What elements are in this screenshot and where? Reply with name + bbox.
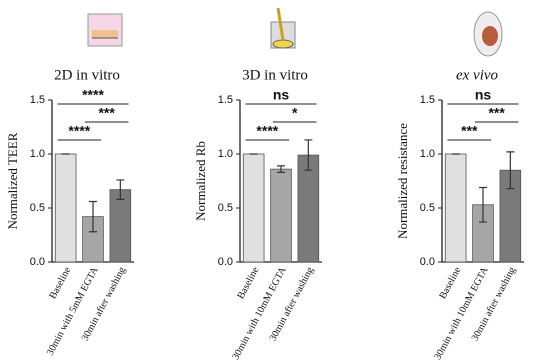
error-bar	[506, 151, 515, 190]
significance-label: ***	[98, 105, 115, 121]
significance-label: ****	[256, 123, 278, 139]
y-tick-label: 0.0	[420, 256, 435, 268]
icon-transwell	[87, 13, 123, 47]
error-bar	[116, 179, 125, 200]
y-axis-label: Normalized TEER	[5, 132, 20, 229]
significance-label: ns	[475, 87, 492, 103]
significance-label: ****	[82, 87, 104, 103]
y-tick-label: 0.5	[420, 202, 435, 214]
chart-title: 3D in vitro	[242, 67, 308, 83]
bar	[270, 168, 292, 263]
y-tick-label: 1.5	[420, 94, 435, 106]
error-bar	[304, 139, 313, 171]
chart-title: ex vivo	[456, 67, 499, 83]
y-axis-label: Normalized resistance	[395, 123, 410, 239]
chart-title: 2D in vitro	[54, 67, 120, 83]
y-tick-label: 1.5	[218, 94, 233, 106]
icon-mouse	[473, 11, 503, 57]
significance-label: ****	[68, 123, 90, 139]
x-tick-label: 30min with 5mM EGTA	[45, 265, 101, 358]
significance-label: ns	[273, 87, 290, 103]
significance-label: ***	[461, 123, 478, 139]
y-tick-label: 0.5	[218, 202, 233, 214]
bar	[297, 154, 320, 263]
y-tick-label: 1.5	[30, 94, 45, 106]
y-tick-label: 0.5	[30, 202, 45, 214]
x-tick-label: Baseline	[437, 265, 463, 301]
bar	[54, 153, 77, 263]
y-tick-label: 1.0	[30, 148, 45, 160]
error-bar	[277, 165, 285, 173]
bar	[444, 153, 467, 263]
y-tick-label: 0.0	[218, 256, 233, 268]
bar	[109, 189, 132, 263]
bar	[242, 153, 265, 263]
y-axis-label: Normalized Rb	[193, 141, 208, 221]
y-tick-label: 1.0	[420, 148, 435, 160]
x-tick-label: Baseline	[235, 265, 261, 301]
error-bar	[89, 200, 97, 233]
x-tick-label: Baseline	[47, 265, 73, 301]
significance-label: *	[292, 105, 298, 121]
error-bar	[479, 186, 487, 223]
y-tick-label: 1.0	[218, 148, 233, 160]
significance-label: ***	[488, 105, 505, 121]
icon-3d-model	[270, 7, 296, 49]
y-tick-label: 0.0	[30, 256, 45, 268]
